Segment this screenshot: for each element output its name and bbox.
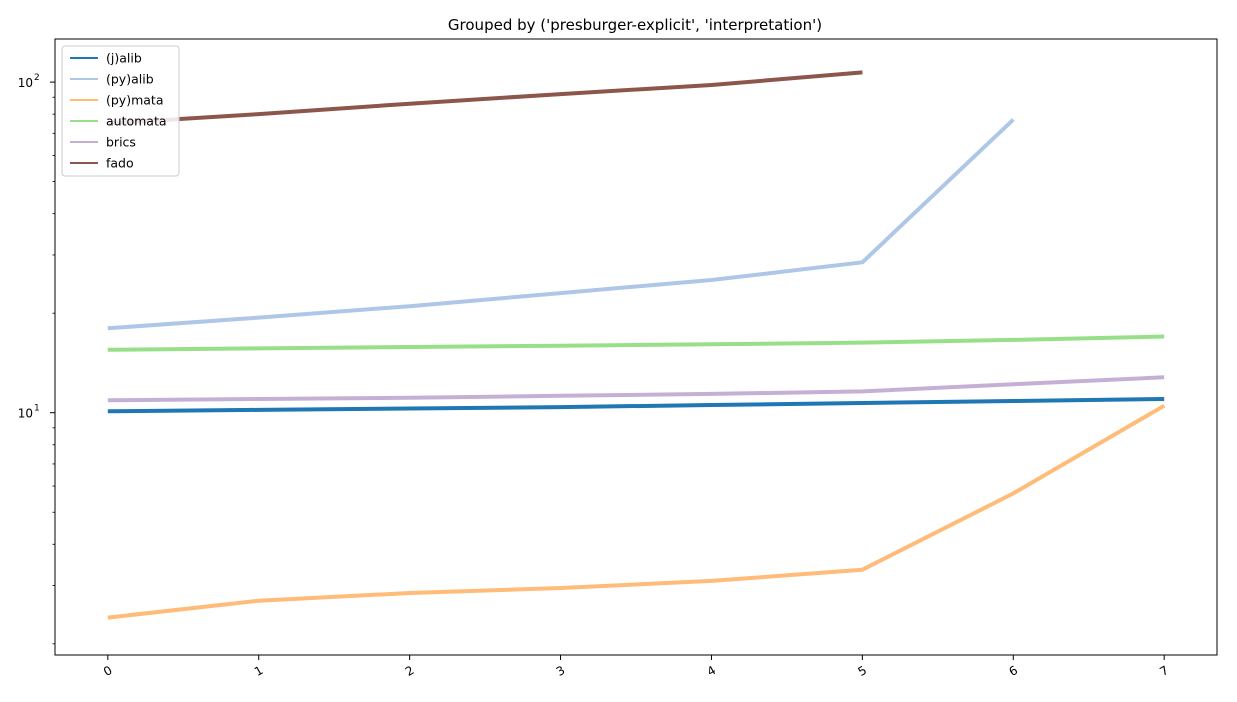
y-tick-label: 10 xyxy=(18,76,33,90)
y-tick-exponent: 1 xyxy=(34,404,40,414)
series-line-4 xyxy=(107,375,1165,403)
series-line-3 xyxy=(107,334,1165,352)
legend-entry: (py)mata xyxy=(106,93,163,108)
series-line-5 xyxy=(107,70,863,126)
chart-title: Grouped by ('presburger-explicit', 'inte… xyxy=(448,16,822,34)
series-line-2 xyxy=(107,403,1166,620)
plot-frame xyxy=(54,38,1218,656)
legend-entry: (py)alib xyxy=(106,72,154,87)
legend-entry: (j)alib xyxy=(106,51,142,66)
y-tick-exponent: 2 xyxy=(34,73,40,83)
legend-entry: brics xyxy=(106,135,136,150)
legend-entry: fado xyxy=(106,156,134,171)
series-line-0 xyxy=(107,397,1165,414)
legend: (j)alib (py)alib (py)mata automata brics fado xyxy=(61,45,180,177)
series-line-1 xyxy=(107,118,1015,331)
y-tick-label: 10 xyxy=(18,407,33,421)
series-layer xyxy=(107,70,1166,620)
legend-entry: automata xyxy=(106,114,167,129)
